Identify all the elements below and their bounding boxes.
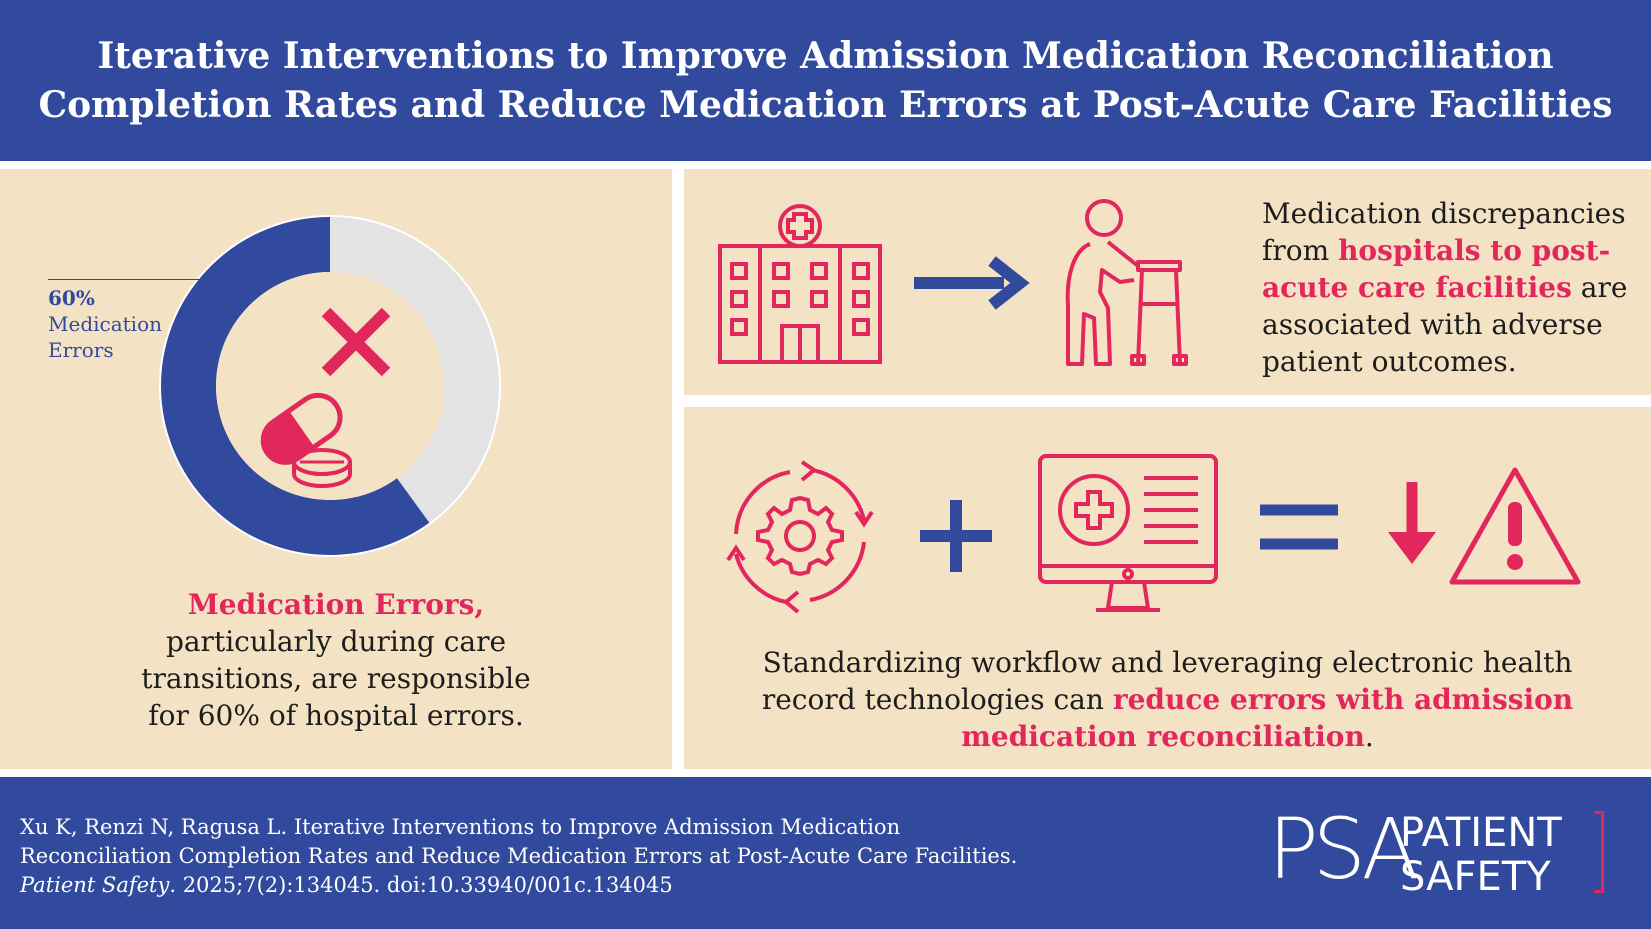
br-line-2-pre: record technologies can <box>761 683 1113 716</box>
logo-mark: PSA <box>1268 800 1419 898</box>
caption-highlight: Medication Errors, <box>187 588 485 621</box>
donut-series-label-1: Medication <box>48 312 162 336</box>
caption-line-3: transitions, are responsible <box>141 662 531 695</box>
medication-errors-caption: Medication Errors, particularly during c… <box>0 586 672 734</box>
arrow-right-icon <box>914 256 1030 310</box>
br-highlight-2: medication reconciliation <box>961 720 1365 753</box>
equals-icon <box>1260 504 1338 550</box>
caption-line-4: for 60% of hospital errors. <box>148 699 524 732</box>
down-arrow-icon <box>1388 482 1436 564</box>
intervention-panel <box>684 407 1651 769</box>
tr-line-5: patient outcomes. <box>1262 345 1517 378</box>
donut-leader-line <box>48 279 212 280</box>
donut-label: 60% Medication Errors <box>48 285 162 363</box>
citation: Xu K, Renzi N, Ragusa L. Iterative Inter… <box>20 813 1120 900</box>
donut-percent-label: 60% <box>48 286 95 310</box>
tr-highlight-1: hospitals to post- <box>1338 234 1611 267</box>
br-highlight-1: reduce errors with admission <box>1112 683 1574 716</box>
citation-line-1: Xu K, Renzi N, Ragusa L. Iterative Inter… <box>20 815 901 839</box>
donut-chart <box>159 215 501 557</box>
warning-icon <box>1449 467 1581 585</box>
plus-icon <box>920 500 992 572</box>
citation-line-2: Reconciliation Completion Rates and Redu… <box>20 844 1018 868</box>
psa-patient-safety-logo: PSA PATIENT SAFETY <box>1268 801 1608 900</box>
donut-outer-ring <box>159 215 501 557</box>
logo-word-2: SAFETY <box>1400 854 1551 900</box>
ehr-monitor-icon <box>1038 454 1218 612</box>
br-line-2: record technologies can reduce errors wi… <box>684 681 1651 718</box>
patient-with-walker-icon <box>1065 199 1188 366</box>
donut-errors-segment <box>160 216 430 556</box>
donut-center <box>216 272 444 500</box>
br-end: . <box>1364 720 1374 753</box>
br-line-1: Standardizing workflow and leveraging el… <box>762 646 1573 679</box>
tr-highlight-2: acute care facilities <box>1262 271 1572 304</box>
hospital-icon <box>718 204 882 364</box>
title-banner: Iterative Interventions to Improve Admis… <box>0 0 1651 161</box>
intervention-text: Standardizing workflow and leveraging el… <box>684 644 1651 755</box>
workflow-gear-cycle-icon <box>726 460 874 614</box>
care-transition-panel <box>684 169 1651 395</box>
x-mark-icon <box>321 307 391 377</box>
tr-line-2: from hospitals to post- <box>1262 232 1642 269</box>
tr-line-1: Medication discrepancies <box>1262 197 1626 230</box>
logo-bracket <box>1594 811 1604 893</box>
citation-line-3: Patient Safety. 2025;7(2):134045. doi:10… <box>20 871 1120 900</box>
br-line-3: medication reconciliation. <box>684 718 1651 755</box>
tr-line-3: acute care facilities are <box>1262 269 1642 306</box>
citation-rest: . 2025;7(2):134045. doi:10.33940/001c.13… <box>169 873 673 897</box>
tr-from: from <box>1262 234 1339 267</box>
care-transition-text: Medication discrepancies from hospitals … <box>1262 195 1642 380</box>
tr-are: are <box>1571 271 1628 304</box>
footer-banner: Xu K, Renzi N, Ragusa L. Iterative Inter… <box>0 777 1651 929</box>
donut-series-label-2: Errors <box>48 338 114 362</box>
pills-icon <box>260 392 352 488</box>
caption-line-2: particularly during care <box>165 625 507 658</box>
logo-word-1: PATIENT <box>1400 810 1562 856</box>
citation-journal: Patient Safety <box>20 873 170 897</box>
title-line-1: Iterative Interventions to Improve Admis… <box>97 34 1554 77</box>
title-line-2: Completion Rates and Reduce Medication E… <box>38 83 1613 126</box>
tr-line-4: associated with adverse <box>1262 308 1603 341</box>
